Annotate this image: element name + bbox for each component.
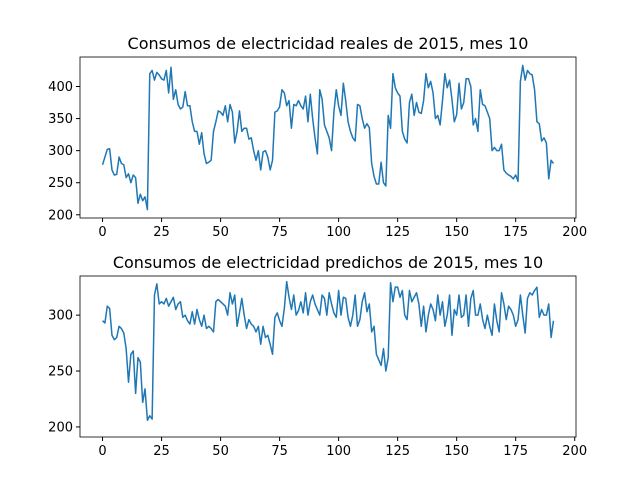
data-line [101,64,555,211]
x-tick-label: 200 [562,444,587,459]
x-tick-label: 150 [444,444,469,459]
data-line [102,280,555,421]
y-tick-label: 400 [48,80,73,95]
x-tick-label: 75 [271,225,288,240]
x-tick-label: 75 [271,444,288,459]
y-tick-label: 200 [48,420,73,435]
x-tick-label: 175 [503,225,528,240]
x-tick-label: 50 [212,225,229,240]
x-tick-label: 0 [98,444,106,459]
x-tick-label: 50 [212,444,229,459]
plot-frame [79,56,577,219]
chart-title: Consumos de electricidad predichos de 20… [113,253,543,272]
y-tick-label: 200 [48,208,73,223]
y-tick-label: 300 [48,309,73,324]
x-tick-label: 25 [153,225,170,240]
x-tick-label: 125 [385,444,410,459]
y-tick-label: 250 [48,365,73,380]
y-tick-label: 250 [48,176,73,191]
x-tick-label: 150 [444,225,469,240]
x-tick-label: 0 [98,225,106,240]
plot-frame [79,275,577,438]
x-tick-label: 100 [326,225,351,240]
x-tick-label: 100 [326,444,351,459]
chart-title: Consumos de electricidad reales de 2015,… [128,34,529,53]
y-tick-label: 300 [48,144,73,159]
y-tick-label: 350 [48,112,73,127]
x-tick-label: 25 [153,444,170,459]
x-tick-label: 175 [503,444,528,459]
x-tick-label: 125 [385,225,410,240]
x-tick-label: 200 [562,225,587,240]
